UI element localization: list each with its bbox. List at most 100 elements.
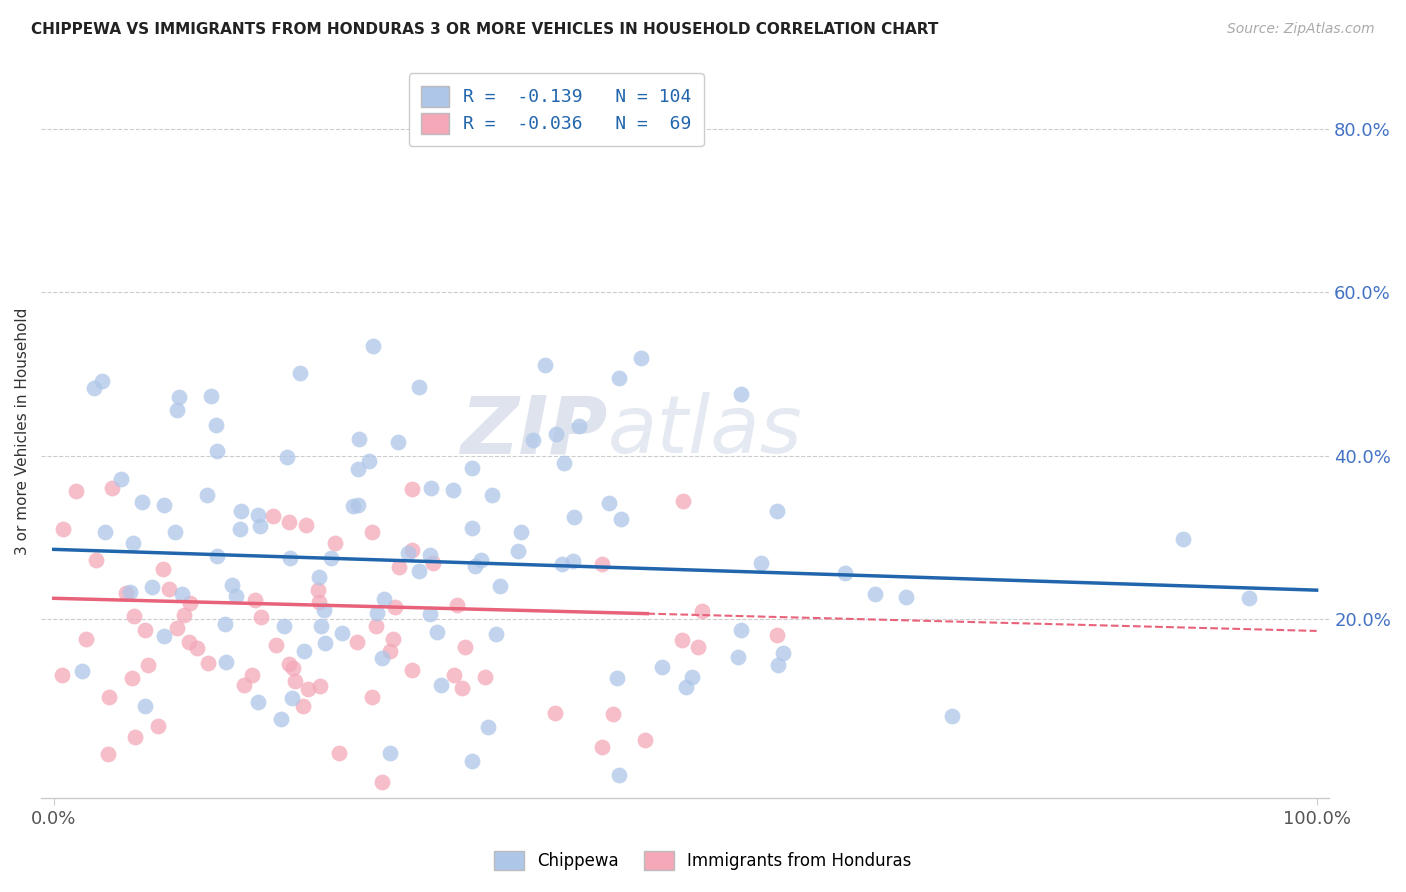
Point — [342, 499, 364, 513]
Point — [347, 462, 370, 476]
Point — [408, 380, 430, 394]
Text: ZIP: ZIP — [461, 392, 607, 470]
Point — [157, 582, 180, 597]
Point — [606, 671, 628, 685]
Point — [170, 587, 193, 601]
Point — [373, 591, 395, 606]
Point — [163, 524, 186, 539]
Point — [749, 556, 772, 570]
Point — [264, 638, 287, 652]
Point — [277, 657, 299, 672]
Point — [401, 543, 423, 558]
Point — [98, 690, 121, 704]
Point — [366, 606, 388, 620]
Point — [396, 546, 419, 560]
Point — [863, 587, 886, 601]
Point — [214, 617, 236, 632]
Point — [384, 600, 406, 615]
Point — [284, 673, 307, 688]
Point — [630, 351, 652, 365]
Point — [179, 596, 201, 610]
Point — [270, 713, 292, 727]
Point — [509, 524, 531, 539]
Point — [325, 536, 347, 550]
Point — [550, 557, 572, 571]
Point — [262, 508, 284, 523]
Point — [408, 564, 430, 578]
Point — [461, 460, 484, 475]
Point — [75, 632, 97, 646]
Point — [347, 432, 370, 446]
Point — [309, 619, 332, 633]
Point — [388, 559, 411, 574]
Point — [308, 595, 330, 609]
Point — [200, 389, 222, 403]
Point — [215, 655, 238, 669]
Y-axis label: 3 or more Vehicles in Household: 3 or more Vehicles in Household — [15, 308, 30, 555]
Point — [1237, 591, 1260, 606]
Point — [766, 658, 789, 673]
Point — [146, 719, 169, 733]
Point — [52, 523, 75, 537]
Point — [461, 521, 484, 535]
Point — [205, 418, 228, 433]
Point — [288, 366, 311, 380]
Point — [84, 553, 107, 567]
Point — [553, 456, 575, 470]
Point — [295, 517, 318, 532]
Point — [166, 403, 188, 417]
Point — [591, 740, 613, 755]
Point — [314, 635, 336, 649]
Point — [681, 669, 703, 683]
Point — [312, 602, 335, 616]
Point — [292, 699, 315, 714]
Point — [474, 669, 496, 683]
Point — [562, 510, 585, 524]
Point — [522, 433, 544, 447]
Point — [122, 536, 145, 550]
Point — [229, 522, 252, 536]
Point — [229, 504, 252, 518]
Point — [730, 623, 752, 637]
Point — [675, 681, 697, 695]
Point — [173, 607, 195, 622]
Point — [834, 566, 856, 580]
Point — [686, 640, 709, 654]
Point — [118, 584, 141, 599]
Point — [485, 627, 508, 641]
Point — [426, 624, 449, 639]
Point — [247, 695, 270, 709]
Point — [51, 668, 73, 682]
Point — [450, 681, 472, 695]
Point — [598, 496, 620, 510]
Point — [361, 339, 384, 353]
Point — [122, 608, 145, 623]
Point — [610, 511, 633, 525]
Point — [124, 730, 146, 744]
Point — [101, 481, 124, 495]
Point — [308, 570, 330, 584]
Point — [419, 607, 441, 621]
Point — [110, 472, 132, 486]
Point — [607, 371, 630, 385]
Point — [489, 579, 512, 593]
Point — [534, 358, 557, 372]
Point — [382, 632, 405, 646]
Point — [247, 508, 270, 522]
Point — [371, 774, 394, 789]
Point — [544, 706, 567, 721]
Point — [233, 678, 256, 692]
Point — [446, 598, 468, 612]
Point — [278, 515, 301, 529]
Point — [470, 553, 492, 567]
Point — [766, 628, 789, 642]
Point — [166, 621, 188, 635]
Point — [121, 671, 143, 685]
Point — [205, 549, 228, 563]
Point — [276, 450, 298, 465]
Point — [378, 643, 401, 657]
Point — [387, 434, 409, 449]
Point — [727, 650, 749, 665]
Point — [278, 551, 301, 566]
Point — [281, 691, 304, 706]
